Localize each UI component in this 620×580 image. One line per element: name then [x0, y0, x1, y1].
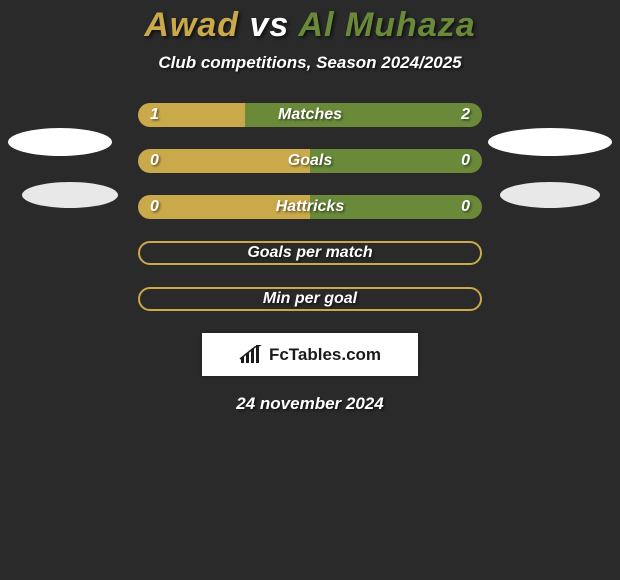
stat-fill-left: [138, 149, 310, 173]
title-player2: Al Muhaza: [299, 6, 476, 44]
chart-icon: [239, 345, 263, 365]
page-title: Awad vs Al Muhaza: [0, 6, 620, 45]
stats-card: Awad vs Al Muhaza Club competitions, Sea…: [0, 6, 620, 580]
stat-row: Hattricks00: [138, 195, 482, 219]
stat-fill-right: [245, 103, 482, 127]
stat-row: Min per goal: [138, 287, 482, 311]
player-oval: [22, 182, 118, 208]
stat-fill-left: [138, 103, 245, 127]
stat-label: Goals per match: [140, 243, 480, 263]
stat-fill-right: [310, 195, 482, 219]
date-line: 24 november 2024: [0, 394, 620, 414]
stat-fill-right: [310, 149, 482, 173]
stat-row: Matches12: [138, 103, 482, 127]
stat-row: Goals00: [138, 149, 482, 173]
stat-fill-left: [138, 195, 310, 219]
title-player1: Awad: [144, 6, 239, 44]
logo-box: FcTables.com: [202, 333, 418, 376]
player-oval: [488, 128, 612, 156]
subtitle: Club competitions, Season 2024/2025: [0, 53, 620, 73]
title-vs: vs: [250, 6, 290, 44]
player-oval: [500, 182, 600, 208]
stat-row: Goals per match: [138, 241, 482, 265]
logo-text: FcTables.com: [269, 345, 381, 365]
stat-label: Min per goal: [140, 289, 480, 309]
player-oval: [8, 128, 112, 156]
